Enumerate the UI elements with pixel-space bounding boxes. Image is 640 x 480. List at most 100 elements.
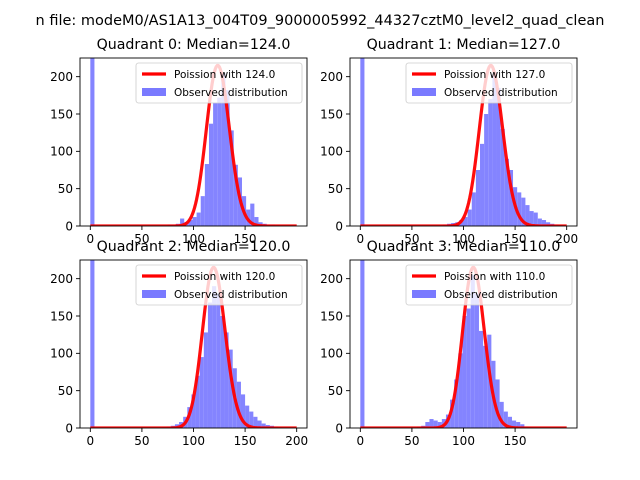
legend-box <box>405 264 573 306</box>
histogram-bar <box>525 205 530 226</box>
histogram-bar <box>195 375 200 428</box>
legend-box <box>135 62 303 104</box>
histogram-bar <box>240 394 246 428</box>
y-tick-label: 200 <box>320 272 343 286</box>
histogram-bar <box>454 379 459 428</box>
histogram-bar <box>541 220 547 226</box>
y-tick-label: 50 <box>328 384 343 398</box>
y-tick-label: 200 <box>50 70 73 84</box>
histogram-bar <box>261 423 266 428</box>
histogram-bar <box>511 420 517 428</box>
histogram-bar <box>191 394 196 428</box>
y-tick-label: 200 <box>320 70 343 84</box>
histogram-bar <box>90 260 95 428</box>
poisson-curve <box>359 63 568 226</box>
legend: Poission with 110.0 Observed distribution <box>405 264 573 306</box>
x-tick-label: 150 <box>504 434 527 448</box>
histogram-bar <box>253 416 258 428</box>
legend-patch-swatch <box>142 88 166 96</box>
legend-label-poisson: Poission with 127.0 <box>444 69 545 81</box>
y-tick-label: 200 <box>50 272 73 286</box>
histogram-bar <box>466 308 471 428</box>
legend-box <box>135 264 303 306</box>
histogram-bar <box>196 212 201 226</box>
histogram-bar <box>467 209 472 226</box>
x-tick-label: 50 <box>404 434 419 448</box>
subplot-title: Quadrant 3: Median=110.0 <box>367 239 561 255</box>
legend-patch-swatch <box>412 290 436 298</box>
poisson-curve <box>359 265 568 428</box>
histogram-bar <box>488 99 493 226</box>
legend: Poission with 120.0 Observed distribution <box>135 264 303 306</box>
histogram-bar <box>529 211 534 226</box>
y-tick-label: 150 <box>320 309 343 323</box>
histogram-bar <box>360 260 365 428</box>
histogram-bar <box>228 349 233 428</box>
histogram-bar <box>495 379 500 428</box>
subplot-title: Quadrant 0: Median=124.0 <box>97 37 291 53</box>
histogram-bar <box>520 424 525 428</box>
histogram-bar <box>429 419 434 428</box>
subplot-title: Quadrant 1: Median=127.0 <box>367 37 561 53</box>
histogram-bar <box>425 422 430 428</box>
plot-area <box>359 58 568 226</box>
histogram-bar <box>180 218 185 226</box>
histogram-bar <box>492 72 497 226</box>
histogram-bar <box>504 158 509 226</box>
legend-label-observed: Observed distribution <box>174 87 288 99</box>
y-tick-label: 0 <box>65 219 73 233</box>
x-tick-label: 200 <box>555 232 578 246</box>
histogram-bar <box>220 316 225 428</box>
histogram-bar <box>229 130 234 226</box>
histogram-bar <box>507 416 512 428</box>
y-tick-label: 150 <box>50 107 73 121</box>
legend-label-poisson: Poission with 120.0 <box>174 271 275 283</box>
x-tick-label: 100 <box>452 434 475 448</box>
histogram-bar <box>500 128 505 226</box>
histogram-bar <box>462 316 467 428</box>
legend-label-observed: Observed distribution <box>444 87 558 99</box>
histogram-bar <box>475 170 481 226</box>
histogram-bar <box>480 143 485 226</box>
histogram-bar <box>207 302 213 428</box>
x-tick-label: 0 <box>356 434 364 448</box>
x-tick-label: 0 <box>356 232 364 246</box>
histogram-bar <box>203 332 208 428</box>
x-tick-label: 50 <box>134 232 149 246</box>
x-tick-label: 150 <box>504 232 527 246</box>
legend-label-poisson: Poission with 124.0 <box>174 69 275 81</box>
y-tick-label: 100 <box>320 347 343 361</box>
y-tick-label: 100 <box>320 145 343 159</box>
histogram-bar <box>236 381 241 428</box>
x-tick-label: 50 <box>404 232 419 246</box>
histogram-bar <box>217 97 222 226</box>
histogram-bar <box>499 401 504 428</box>
subplot-quadrant-2: 0 50 100 150 200 0 50 100 150 200 Quadrant 2: Medi… <box>50 239 308 448</box>
histogram-bar <box>250 203 255 226</box>
x-tick-label: 50 <box>134 434 149 448</box>
x-tick-label: 150 <box>234 232 257 246</box>
legend-label-poisson: Poission with 110.0 <box>444 271 545 283</box>
histogram-bar <box>233 164 238 226</box>
x-tick-label: 100 <box>182 232 205 246</box>
histogram-bar <box>216 293 221 428</box>
subplot-grid: 0 50 100 150 0 50 100 150 200 Quadrant 0: Median=… <box>50 37 578 448</box>
figure-suptitle: n file: modeM0/AS1A13_004T09_9000005992_… <box>36 13 605 29</box>
histogram-bar <box>90 58 95 226</box>
legend: Poission with 124.0 Observed distribution <box>135 62 303 104</box>
y-tick-label: 50 <box>328 182 343 196</box>
subplot-quadrant-3: 0 50 100 150 0 50 100 150 200 Quadrant 3: Median=… <box>320 239 578 448</box>
histogram-bar <box>204 164 209 226</box>
y-tick-label: 0 <box>335 421 343 435</box>
subplot-quadrant-1: 0 50 100 150 200 0 50 100 150 200 Quadrant 1: Medi… <box>320 37 578 246</box>
legend: Poission with 127.0 Observed distribution <box>405 62 573 104</box>
histogram-bar <box>199 357 204 428</box>
subplot-quadrant-0: 0 50 100 150 0 50 100 150 200 Quadrant 0: Median=… <box>50 37 308 246</box>
histogram-bar <box>458 353 463 428</box>
histogram-bar <box>503 411 508 428</box>
histogram-bar <box>463 217 468 226</box>
y-tick-label: 50 <box>58 384 73 398</box>
y-tick-label: 50 <box>58 182 73 196</box>
subplot-title: Quadrant 2: Median=120.0 <box>97 239 291 255</box>
histogram-bar <box>433 420 438 428</box>
